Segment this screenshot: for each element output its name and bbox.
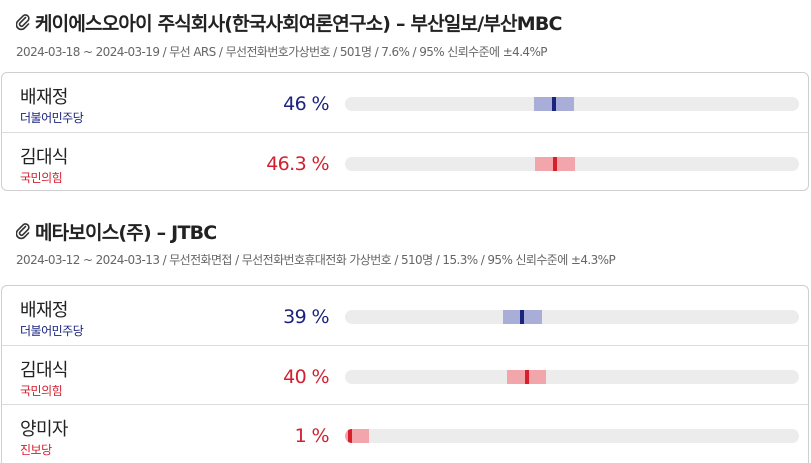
candidate-percent: 46.3 %: [266, 153, 329, 175]
support-bar-track: [345, 97, 799, 111]
poll-title[interactable]: 케이에스오아이 주식회사(한국사회여론연구소) – 부산일보/부산MBC: [16, 9, 562, 35]
support-marker: [347, 429, 352, 443]
support-marker: [553, 157, 558, 171]
candidate-percent: 46 %: [283, 93, 329, 115]
candidate-row: 김대식 국민의힘 40 %: [2, 345, 808, 404]
candidate-name: 김대식: [20, 360, 68, 381]
candidate-row: 김대식 국민의힘 46.3 %: [2, 132, 808, 191]
candidate-party: 더불어민주당: [20, 111, 84, 125]
poll-title-text: 메타보이스(주) – JTBC: [35, 221, 217, 244]
candidate-party: 더불어민주당: [20, 324, 84, 338]
support-bar-track: [345, 157, 799, 171]
poll-meta: 2024-03-12 ~ 2024-03-13 / 무선전화면접 / 무선전화번…: [16, 253, 616, 267]
results-card: 배재정 더불어민주당 39 % 김대식 국민의힘 40 % 양미자 진보당 1 …: [1, 285, 809, 463]
poll-title-text: 케이에스오아이 주식회사(한국사회여론연구소) – 부산일보/부산MBC: [35, 12, 562, 35]
candidate-row: 배재정 더불어민주당 46 %: [2, 73, 808, 132]
candidate-row: 양미자 진보당 1 %: [2, 404, 808, 463]
results-card: 배재정 더불어민주당 46 % 김대식 국민의힘 46.3 %: [1, 72, 809, 191]
candidate-name: 배재정: [20, 87, 68, 108]
support-marker: [520, 310, 525, 324]
candidate-name: 배재정: [20, 300, 68, 321]
candidate-percent: 39 %: [283, 306, 329, 328]
candidate-percent: 40 %: [283, 366, 329, 388]
paperclip-icon: [16, 222, 30, 240]
support-bar-track: [345, 370, 799, 384]
candidate-party: 진보당: [20, 443, 52, 457]
candidate-party: 국민의힘: [20, 384, 63, 398]
support-bar-track: [345, 310, 799, 324]
candidate-name: 양미자: [20, 419, 68, 440]
candidate-row: 배재정 더불어민주당 39 %: [2, 286, 808, 345]
support-bar-track: [345, 429, 799, 443]
candidate-name: 김대식: [20, 147, 68, 168]
paperclip-icon: [16, 13, 30, 31]
candidate-percent: 1 %: [294, 425, 330, 447]
poll-meta: 2024-03-18 ~ 2024-03-19 / 무선 ARS / 무선전화번…: [16, 45, 547, 59]
support-marker: [524, 370, 529, 384]
support-marker: [551, 97, 556, 111]
candidate-party: 국민의힘: [20, 171, 63, 185]
poll-title[interactable]: 메타보이스(주) – JTBC: [16, 218, 217, 244]
